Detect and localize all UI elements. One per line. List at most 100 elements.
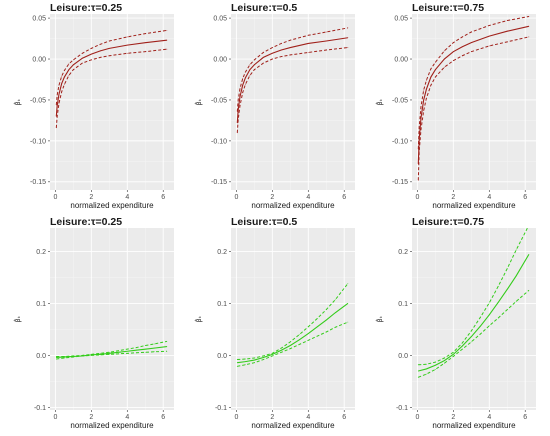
upper-point <box>56 94 58 96</box>
lower-point <box>153 351 155 353</box>
upper-point <box>117 350 119 352</box>
lower-point <box>81 62 83 64</box>
estimate-point <box>262 357 264 358</box>
lower-point <box>55 127 57 129</box>
y-tick-label: -0.10 <box>211 138 227 145</box>
lower-point <box>242 92 244 93</box>
estimate-point <box>434 364 436 366</box>
x-axis-label: normalized expenditure <box>251 201 335 210</box>
lower-point <box>90 59 92 61</box>
upper-point <box>72 355 74 357</box>
upper-point <box>68 63 70 65</box>
estimate-point <box>253 64 255 66</box>
lower-point <box>68 74 70 76</box>
upper-point <box>108 351 110 353</box>
lower-point <box>135 352 137 354</box>
y-axis-label: β̂ₖ <box>377 98 384 105</box>
estimate-point <box>347 37 349 39</box>
lower-point <box>347 47 349 48</box>
upper-point <box>244 71 246 73</box>
plot-area <box>236 27 349 134</box>
lower-point <box>430 84 432 86</box>
estimate-point <box>135 349 137 351</box>
lower-point <box>271 355 273 357</box>
plot-area <box>55 340 168 360</box>
upper-point <box>236 111 238 112</box>
upper-point <box>298 334 300 335</box>
estimate-point <box>488 314 490 316</box>
upper-point <box>289 39 291 41</box>
upper-point <box>262 52 264 53</box>
x-tick-label: 2 <box>270 194 274 201</box>
upper-point <box>461 36 463 38</box>
lower-point <box>325 49 327 51</box>
x-tick-label: 6 <box>342 414 346 421</box>
lower-point <box>307 52 309 53</box>
x-tick-label: 4 <box>306 194 310 201</box>
upper-point <box>126 348 128 350</box>
estimate-point <box>58 93 60 95</box>
upper-bound-line <box>55 29 167 105</box>
upper-point <box>417 364 419 366</box>
estimate-point <box>417 370 419 372</box>
x-axis-label: normalized expenditure <box>432 201 516 210</box>
y-tick-label: 0.2 <box>398 249 408 256</box>
upper-point <box>262 355 264 357</box>
plot-area <box>417 228 530 378</box>
upper-point <box>55 104 57 106</box>
upper-point <box>334 299 336 301</box>
upper-point <box>99 43 101 45</box>
upper-point <box>144 345 146 346</box>
estimate-point <box>425 88 427 90</box>
x-tick-label: 2 <box>451 414 455 421</box>
plot-background <box>231 14 355 190</box>
upper-point <box>90 47 92 49</box>
lower-point <box>443 362 445 364</box>
y-tick-label: 0.00 <box>394 56 408 63</box>
estimate-point <box>443 58 445 60</box>
upper-point <box>316 318 318 319</box>
lower-point <box>236 132 238 134</box>
y-tick-label: 0.0 <box>36 353 46 360</box>
y-tick-label: 0.0 <box>398 353 408 360</box>
estimate-line <box>236 37 348 123</box>
estimate-point <box>166 346 168 347</box>
upper-point <box>506 20 508 21</box>
plot-area <box>417 15 530 181</box>
estimate-point <box>423 99 425 101</box>
x-tick-label: 2 <box>451 194 455 201</box>
upper-point <box>461 342 463 344</box>
lower-point <box>280 56 282 57</box>
y-tick-label: -0.15 <box>30 179 46 186</box>
chart-panel: -0.15 -0.10 -0.05 0.00 0.05 0 2 4 6 normalized ex… <box>15 2 174 210</box>
lower-point <box>126 52 128 54</box>
estimate-point <box>61 83 63 84</box>
lower-point <box>72 69 74 71</box>
estimate-point <box>55 357 57 358</box>
lower-point <box>417 376 419 378</box>
x-tick-label: 0 <box>53 414 57 421</box>
lower-point <box>488 45 490 47</box>
estimate-point <box>244 361 246 363</box>
lower-point <box>253 69 255 71</box>
estimate-point <box>271 353 273 355</box>
upper-point <box>280 43 282 44</box>
estimate-point <box>298 339 300 341</box>
estimate-point <box>244 77 246 79</box>
estimate-point <box>280 49 282 51</box>
x-tick-label: 6 <box>342 194 346 201</box>
lower-point <box>443 66 445 68</box>
upper-point <box>434 61 436 63</box>
lower-point <box>81 355 83 357</box>
lower-point <box>144 51 146 53</box>
lower-point <box>497 317 499 319</box>
y-tick-label: -0.15 <box>392 179 408 186</box>
chart-panel: -0.15 -0.10 -0.05 0.00 0.05 0 2 4 6 normalized ex… <box>377 2 536 210</box>
lower-point <box>244 364 246 366</box>
chart-panel: -0.1 0.0 0.1 0.2 0 2 4 6 normalized expenditure β… <box>196 216 355 430</box>
estimate-point <box>479 325 481 327</box>
lower-point <box>420 129 422 130</box>
panel-title: Leisure:τ=0.25 <box>50 216 122 228</box>
upper-point <box>144 33 146 35</box>
